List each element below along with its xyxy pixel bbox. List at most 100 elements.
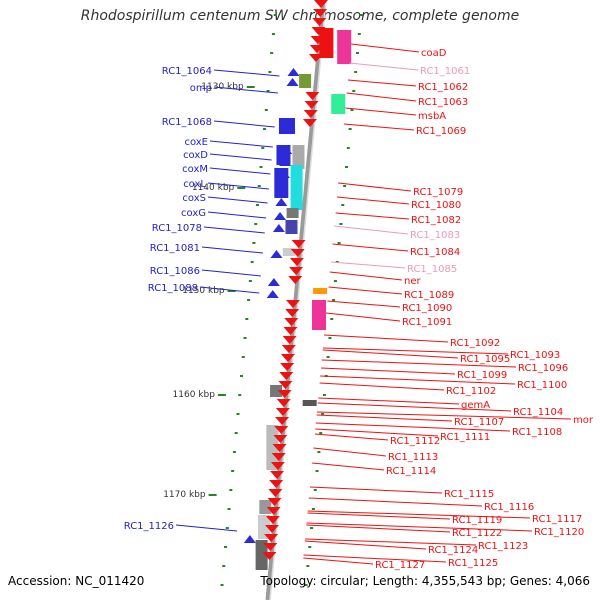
reverse-gene-arrow	[289, 258, 304, 266]
reverse-gene-block	[312, 300, 326, 330]
kbp-tick-right	[357, 33, 361, 35]
forward-gene-arrow	[274, 212, 287, 220]
left-leader-line	[201, 269, 261, 277]
gene-block	[259, 500, 272, 514]
kbp-tick-left	[252, 242, 256, 244]
kbp-tick-right	[359, 14, 363, 16]
left-gene-label: coxS	[182, 193, 206, 204]
right-gene-label: RC1_1061	[420, 66, 470, 77]
right-leader-line	[351, 43, 420, 53]
kbp-tick-right	[335, 261, 339, 263]
right-gene-label: RC1_1091	[402, 317, 452, 328]
kbp-tick-right	[343, 185, 347, 187]
kbp-tick-right	[330, 318, 334, 320]
right-gene-label: RC1_1114	[386, 466, 436, 477]
forward-gene-arrow	[275, 198, 288, 206]
right-leader-line	[322, 349, 459, 359]
kbp-tick-right	[341, 204, 345, 206]
scale-tick	[227, 290, 236, 292]
reverse-gene-arrow	[281, 345, 296, 353]
forward-gene-arrow	[267, 278, 280, 286]
reverse-gene-arrow	[270, 462, 285, 470]
right-leader-line	[330, 261, 406, 269]
right-gene-label: RC1_1084	[410, 247, 460, 258]
right-gene-label: RC1_1092	[450, 338, 500, 349]
kbp-tick-left	[254, 223, 258, 225]
forward-gene-arrow	[272, 224, 285, 232]
right-gene-label: RC1_1107	[454, 417, 504, 428]
right-gene-label: RC1_1063	[418, 97, 468, 108]
right-leader-line	[327, 300, 401, 308]
left-gene-label: omp	[190, 83, 212, 94]
left-gene-label: coxL	[183, 179, 206, 190]
right-leader-line	[328, 286, 403, 295]
right-gene-label: RC1_1089	[404, 290, 454, 301]
right-leader-line	[321, 367, 456, 375]
right-leader-line	[313, 447, 387, 457]
kbp-tick-left	[224, 546, 228, 548]
right-leader-line	[316, 411, 572, 420]
forward-gene-arrow	[286, 78, 299, 86]
reverse-gene-block	[331, 94, 346, 114]
kbp-tick-left	[232, 451, 236, 453]
right-leader-line	[306, 522, 533, 532]
reverse-gene-arrow	[313, 9, 328, 17]
kbp-tick-left	[273, 14, 277, 16]
right-leader-line	[334, 225, 409, 235]
right-gene-label: RC1_1090	[402, 303, 452, 314]
forward-gene-arrow	[287, 68, 300, 76]
reverse-gene-arrow	[290, 249, 305, 257]
kbp-tick-right	[344, 166, 348, 168]
right-gene-label: coaD	[421, 48, 447, 59]
kbp-tick-right	[326, 356, 330, 358]
reverse-gene-arrow	[289, 267, 304, 275]
kbp-tick-left	[268, 71, 272, 73]
reverse-gene-arrow	[286, 300, 300, 308]
right-gene-label: RC1_1085	[407, 264, 457, 275]
kbp-tick-right	[333, 280, 337, 282]
right-gene-label: RC1_1112	[390, 436, 440, 447]
kbp-tick-left	[220, 584, 224, 586]
gene-block	[282, 248, 295, 256]
right-leader-line	[315, 422, 511, 432]
kbp-tick-right	[354, 71, 358, 73]
kbp-tick-left	[243, 337, 247, 339]
right-leader-line	[309, 486, 443, 494]
scale-label: 1170 kbp	[163, 490, 206, 500]
left-leader-line	[207, 211, 267, 219]
reverse-gene-arrow	[265, 516, 280, 524]
right-leader-line	[317, 402, 512, 412]
kbp-tick-right	[311, 508, 315, 510]
reverse-gene-arrow	[271, 453, 286, 461]
right-gene-label: RC1_1123	[478, 541, 528, 552]
left-leader-line	[203, 226, 265, 234]
reverse-gene-block	[313, 288, 328, 294]
right-gene-label: RC1_1096	[518, 363, 568, 374]
kbp-tick-right	[319, 432, 323, 434]
scale-tick	[208, 494, 217, 496]
forward-gene-block	[278, 118, 295, 134]
left-gene-label: coxM	[182, 164, 208, 175]
right-gene-label: RC1_1079	[413, 187, 463, 198]
right-gene-label: RC1_1108	[512, 427, 562, 438]
right-leader-line	[322, 347, 509, 355]
scale-label: 1140 kbp	[192, 183, 235, 193]
scale-tick	[237, 187, 246, 189]
right-leader-line	[315, 428, 439, 437]
right-gene-label: RC1_1082	[411, 215, 461, 226]
right-leader-line	[318, 397, 460, 405]
reverse-gene-arrow	[279, 372, 294, 380]
right-leader-line	[321, 359, 517, 368]
scale-tick	[246, 86, 255, 88]
kbp-tick-left	[241, 356, 245, 358]
kbp-tick-left	[261, 147, 265, 149]
left-gene-label: RC1_1081	[150, 243, 200, 254]
reverse-gene-arrow	[272, 444, 287, 452]
reverse-gene-arrow	[291, 240, 306, 248]
right-gene-label: gemA	[461, 400, 490, 411]
right-gene-label: RC1_1102	[446, 386, 496, 397]
left-gene-label: RC1_1086	[150, 266, 200, 277]
left-leader-line	[209, 140, 273, 148]
kbp-tick-right	[328, 337, 332, 339]
gene-block	[292, 145, 305, 169]
